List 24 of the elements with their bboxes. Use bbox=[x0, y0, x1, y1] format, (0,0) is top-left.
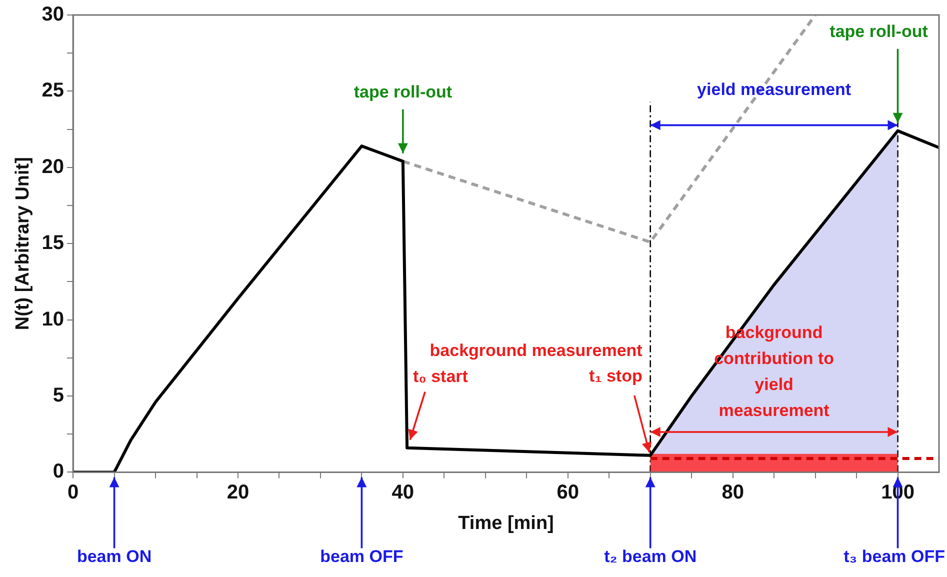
y-tick-label: 15 bbox=[42, 232, 64, 254]
x-tick-label: 40 bbox=[392, 482, 414, 504]
text: beam OFF bbox=[320, 547, 404, 566]
annotation: yield measurement bbox=[697, 80, 852, 100]
y-tick-label: 10 bbox=[42, 308, 64, 330]
x-tick-label: 20 bbox=[226, 482, 250, 504]
annotation: tape roll-out bbox=[830, 22, 928, 41]
text: t₂ beam ON bbox=[604, 547, 697, 566]
x-tick-label: 0 bbox=[67, 482, 79, 504]
annotation: tape roll-out bbox=[354, 82, 452, 102]
annotation: t₀ start bbox=[413, 366, 468, 386]
x-tick-label: 60 bbox=[556, 482, 579, 504]
x-axis-title: Time [min] bbox=[458, 512, 554, 534]
y-tick-label: 20 bbox=[42, 156, 64, 178]
x-tick-label: 80 bbox=[722, 482, 744, 504]
y-tick-label: 25 bbox=[42, 80, 64, 102]
y-axis-title: N(t) [Arbitrary Unit] bbox=[12, 157, 34, 330]
annotation: t₁ stop bbox=[589, 366, 642, 386]
text: beam ON bbox=[76, 547, 152, 566]
text: t₃ beam OFF bbox=[844, 547, 945, 566]
y-tick-label: 0 bbox=[52, 460, 64, 483]
annotation: background measurement bbox=[430, 341, 643, 360]
y-tick-label: 30 bbox=[42, 4, 64, 26]
y-tick-label: 5 bbox=[52, 384, 64, 407]
